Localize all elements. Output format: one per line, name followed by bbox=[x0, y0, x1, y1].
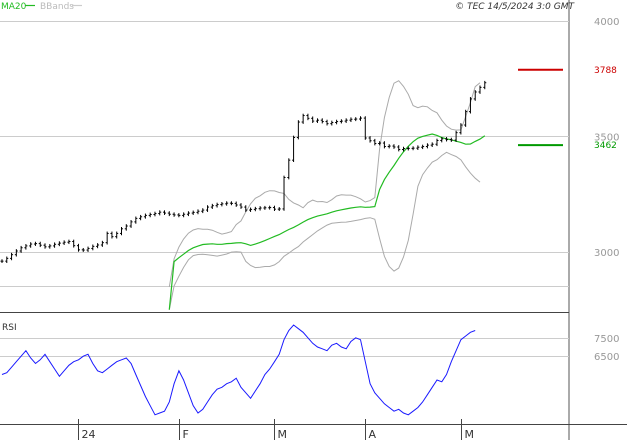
x-tick-label-1: F bbox=[183, 428, 189, 440]
rsi-line bbox=[1, 324, 476, 416]
ma20-line-group bbox=[168, 133, 486, 310]
x-tick-label-2: M bbox=[278, 428, 288, 440]
price-bars bbox=[0, 80, 487, 264]
x-tick-label-3: A bbox=[369, 428, 377, 440]
rsi-series bbox=[1, 324, 476, 416]
x-tick-label-0: 24 bbox=[82, 428, 96, 440]
rsi-panel-label: RSI bbox=[2, 323, 17, 333]
x-tick-label-4: M bbox=[465, 428, 475, 440]
support-level-label: 3462 bbox=[594, 141, 617, 151]
rsi-y-label-1: 6500 bbox=[594, 352, 619, 363]
price-levels: 3788 3462 bbox=[518, 66, 617, 151]
y-axis-labels: 3000 3500 4000 7500 6500 bbox=[594, 17, 619, 363]
legend-bbands-label: BBands bbox=[40, 2, 74, 12]
ma20-line bbox=[168, 133, 486, 310]
price-y-label-2: 4000 bbox=[594, 17, 619, 28]
rsi-y-label-0: 7500 bbox=[594, 334, 619, 345]
target-level-label: 3788 bbox=[594, 66, 617, 76]
legend-ma20-label: MA20 bbox=[1, 2, 27, 12]
price-grid bbox=[0, 21, 569, 287]
rsi-grid bbox=[0, 338, 569, 357]
price-y-label-0: 3000 bbox=[594, 248, 619, 259]
x-axis-ticks: 24 F M A M bbox=[78, 419, 475, 440]
bollinger-bands bbox=[168, 80, 481, 310]
copyright-text: © TEC 14/5/2024 3:0 GMT bbox=[455, 2, 575, 12]
bb-lower-line bbox=[168, 151, 481, 310]
price-y-label-1: 3500 bbox=[594, 132, 619, 143]
bb-upper-line bbox=[168, 80, 481, 288]
legend: MA20 BBands bbox=[1, 2, 82, 12]
